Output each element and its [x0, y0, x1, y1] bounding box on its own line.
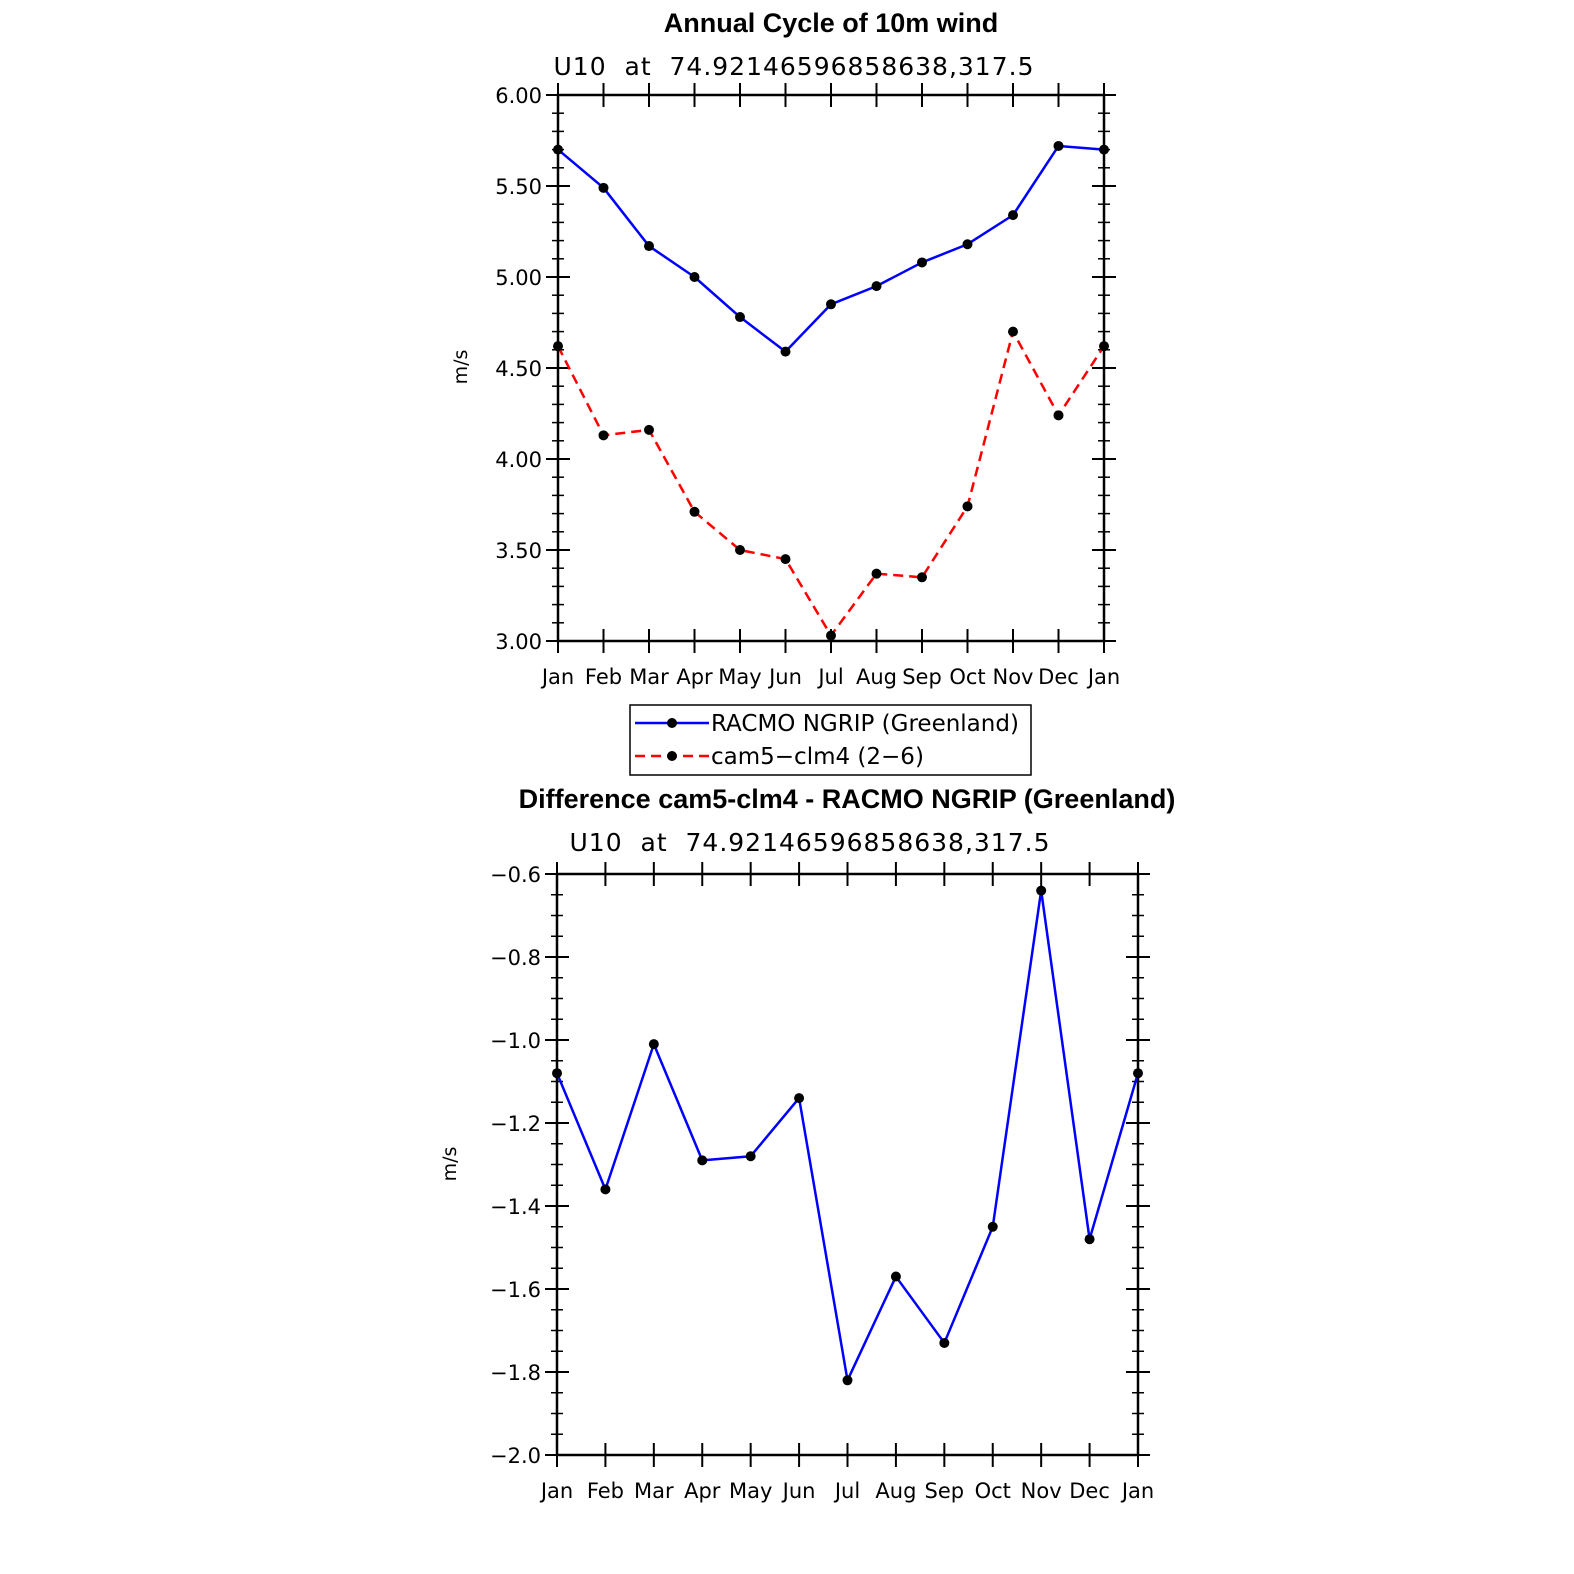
chart2-ytick-label: −2.0 [490, 1444, 541, 1468]
chart2-subtitle: U10 at 74.92146596858638,317.5 [570, 828, 1051, 857]
chart1-xtick-label: Jan [540, 665, 574, 689]
chart1-series-1-point [1099, 144, 1109, 155]
chart1-series-1-point [917, 257, 927, 268]
chart1-series-2-point [644, 424, 654, 435]
chart2-ytick-label: −1.6 [490, 1278, 541, 1302]
chart2-xtick-label: Jun [781, 1479, 816, 1503]
chart1-series-1-point [780, 346, 791, 357]
chart1-plot: 3.00 3.50 4.00 4.50 5.00 5.50 6.00 Jan Feb Mar Apr… [495, 83, 1120, 689]
chart1-ytick-label: 4.50 [495, 357, 542, 381]
legend-label-series-2: cam5−clm4 (2−6) [711, 744, 924, 770]
chart2-xtick-label: May [729, 1479, 772, 1503]
chart1-xtick-label: Jun [767, 665, 802, 689]
chart2-xtick-label: Jul [833, 1479, 860, 1503]
chart1-xtick-label: May [718, 665, 761, 689]
chart1-series-2-point [553, 341, 563, 352]
chart1-ytick-label: 3.00 [495, 630, 542, 654]
chart1-series-2-point [962, 501, 973, 512]
chart2-series-1-point [1133, 1068, 1143, 1079]
chart1-ytick-label: 5.50 [495, 175, 542, 199]
chart1-series-1-point [962, 239, 973, 250]
chart1-series-2-point [689, 506, 700, 517]
chart2-title: Difference cam5-clm4 - RACMO NGRIP (Gree… [519, 784, 1176, 814]
chart1-xtick-label: Aug [856, 665, 897, 689]
chart1-series-1-point [1053, 140, 1064, 151]
chart1-series-2-point [1099, 341, 1109, 352]
chart2-series-1-line [555, 889, 1140, 1382]
chart1-series-1-point [871, 281, 882, 292]
chart1-series-1-point [689, 272, 700, 282]
chart1-series-1-point [598, 182, 609, 193]
chart1-series-2-line [556, 330, 1106, 637]
chart2-series-1-point [745, 1151, 756, 1162]
chart1-series-2-point [826, 630, 836, 641]
chart1-series-2-point [1053, 410, 1064, 421]
chart2-series-1-point [890, 1271, 901, 1282]
chart1-xtick-label: Jan [1086, 665, 1120, 689]
chart1-series-2-point [598, 430, 609, 441]
chart2-series-1-point [648, 1039, 659, 1050]
chart2-ytick-label: −1.4 [490, 1195, 541, 1219]
chart2-series-1-point [552, 1068, 562, 1079]
chart1-subtitle: U10 at 74.92146596858638,317.5 [554, 52, 1035, 81]
chart2-series-1-point [1036, 885, 1047, 896]
chart2-xtick-label: Dec [1069, 1479, 1110, 1503]
chart1-series-1-point [644, 241, 654, 252]
chart1-series-2-point [735, 545, 745, 555]
chart1-series-1-point [553, 144, 563, 155]
chart1-series-2-point [871, 568, 882, 579]
chart1-plot-frame [556, 93, 1106, 643]
chart2-xtick-label: Sep [925, 1479, 965, 1503]
chart2-xtick-label: Apr [684, 1479, 721, 1503]
chart1-series-1-point [735, 312, 745, 323]
chart2-series-1-point [939, 1337, 950, 1348]
chart2-series-1-point [842, 1375, 853, 1386]
chart1-xtick-label: Sep [902, 665, 942, 689]
chart1-xtick-label: Apr [676, 665, 713, 689]
chart2-xtick-label: Oct [975, 1479, 1011, 1503]
chart1-title: Annual Cycle of 10m wind [664, 8, 999, 38]
chart2-xtick-label: Mar [634, 1479, 674, 1503]
chart2-series-1-point [794, 1093, 805, 1104]
chart1-xtick-label: Feb [585, 665, 622, 689]
chart1-ytick-label: 6.00 [495, 84, 542, 108]
chart2-xtick-label: Nov [1021, 1479, 1062, 1503]
chart1-series-2-point [917, 572, 927, 583]
legend-marker-series-2 [667, 751, 677, 761]
legend-label-series-1: RACMO NGRIP (Greenland) [711, 711, 1019, 737]
chart1-xtick-label: Oct [949, 665, 985, 689]
chart2-xtick-label: Feb [587, 1479, 624, 1503]
chart1-xtick-label: Dec [1038, 665, 1079, 689]
chart2-xtick-label: Jan [539, 1479, 573, 1503]
chart2-series-1-point [987, 1221, 998, 1232]
chart1-series-2-point [780, 554, 791, 565]
chart1-legend: RACMO NGRIP (Greenland) cam5−clm4 (2−6) [629, 704, 1032, 776]
chart1-ytick-label: 3.50 [495, 539, 542, 563]
chart2-ytick-label: −0.6 [490, 863, 541, 887]
chart2-ytick-label: −1.8 [490, 1361, 541, 1385]
chart1-series-1-point [826, 299, 836, 310]
chart1-xtick-label: Nov [993, 665, 1034, 689]
chart2-plot: −2.0 −1.8 −1.6 −1.4 −1.2 −1.0 −0.8 −0.6 Jan Feb Ma… [490, 862, 1154, 1503]
chart2-series-1-point [1084, 1234, 1095, 1245]
chart1-xtick-label: Jul [816, 665, 843, 689]
chart2-ytick-label: −1.2 [490, 1112, 541, 1136]
chart1-ytick-label: 4.00 [495, 448, 542, 472]
chart1-series-1-point [1008, 210, 1018, 221]
chart2-series-1-point [600, 1184, 611, 1195]
chart2-ytick-label: −0.8 [490, 946, 541, 970]
legend-box [629, 704, 1032, 776]
chart2-xtick-label: Aug [875, 1479, 916, 1503]
chart2-y-axis-label: m/s [439, 1147, 461, 1182]
chart2-series-1-point [697, 1155, 708, 1166]
legend-marker-series-1 [667, 718, 677, 728]
chart1-ytick-label: 5.00 [495, 266, 542, 290]
chart2-xtick-label: Jan [1120, 1479, 1154, 1503]
chart1-xtick-label: Mar [629, 665, 669, 689]
chart1-y-axis-label: m/s [450, 350, 472, 385]
chart1-series-1-line [557, 144, 1105, 353]
chart2-ytick-label: −1.0 [490, 1029, 541, 1053]
chart1-series-2-point [1008, 326, 1018, 337]
